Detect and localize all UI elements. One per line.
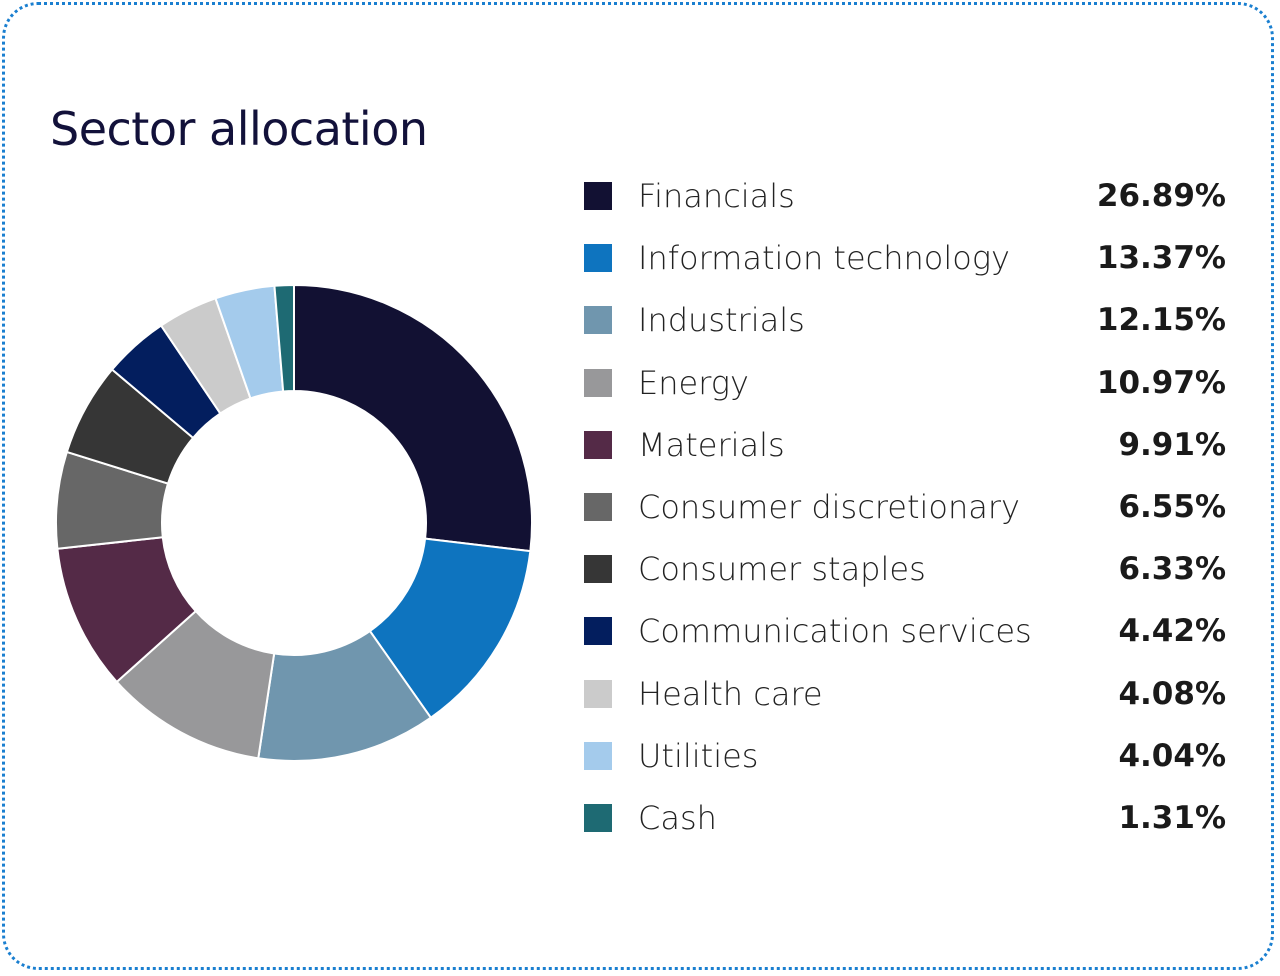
legend-swatch [584, 679, 612, 708]
legend-item: Consumer staples 6.33% [584, 538, 1226, 600]
legend-label: Consumer staples [638, 550, 926, 589]
legend-item: Energy 10.97% [584, 352, 1226, 414]
legend-label: Information technology [638, 239, 1010, 278]
donut-chart [55, 283, 533, 762]
legend-value: 10.97% [1096, 364, 1226, 401]
legend-label: Industrials [638, 301, 805, 340]
legend-value: 4.04% [1118, 737, 1226, 774]
legend-value: 13.37% [1096, 240, 1226, 277]
legend-label: Materials [638, 425, 785, 464]
legend-label: Cash [638, 798, 717, 837]
legend-item: Financials 26.89% [584, 165, 1226, 227]
legend-value: 1.31% [1118, 799, 1226, 836]
legend-item: Communication services 4.42% [584, 600, 1226, 662]
legend-item: Utilities 4.04% [584, 725, 1226, 787]
legend-label: Consumer discretionary [638, 488, 1020, 527]
legend-swatch [584, 803, 612, 832]
legend-value: 4.42% [1118, 613, 1226, 650]
legend-item: Consumer discretionary 6.55% [584, 476, 1226, 538]
donut-slice-financials [293, 283, 533, 553]
legend-swatch [584, 493, 612, 522]
legend-label: Communication services [638, 612, 1032, 651]
legend-item: Industrials 12.15% [584, 289, 1226, 351]
legend-item: Cash 1.31% [584, 787, 1226, 849]
legend-swatch [584, 244, 612, 273]
chart-title: Sector allocation [50, 102, 428, 156]
legend-swatch [584, 617, 612, 646]
legend-value: 6.33% [1118, 551, 1226, 588]
legend-value: 12.15% [1096, 302, 1226, 339]
legend-item: Health care 4.08% [584, 663, 1226, 725]
legend-value: 26.89% [1096, 178, 1226, 215]
legend-label: Utilities [638, 736, 759, 775]
legend-label: Health care [638, 674, 823, 713]
legend-item: Information technology 13.37% [584, 227, 1226, 289]
legend-label: Energy [638, 363, 749, 402]
legend-value: 9.91% [1118, 426, 1226, 463]
legend-value: 4.08% [1118, 675, 1226, 712]
donut-slice-cash [273, 283, 295, 393]
legend-item: Materials 9.91% [584, 414, 1226, 476]
legend-swatch [584, 306, 612, 335]
legend-label: Financials [638, 177, 795, 216]
legend-swatch [584, 182, 612, 211]
legend-swatch [584, 368, 612, 397]
legend: Financials 26.89% Information technology 13… [584, 165, 1226, 849]
legend-swatch [584, 741, 612, 770]
legend-swatch [584, 555, 612, 584]
legend-value: 6.55% [1118, 489, 1226, 526]
legend-swatch [584, 430, 612, 459]
